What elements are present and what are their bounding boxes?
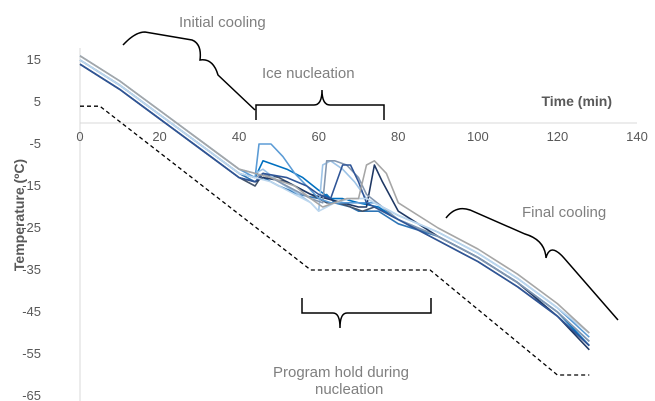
x-tick-label: 100 — [467, 129, 489, 144]
final-cooling-label: Final cooling — [522, 204, 606, 221]
x-tick-label: 60 — [311, 129, 325, 144]
x-tick-label: 80 — [391, 129, 405, 144]
series-line-8 — [79, 63, 590, 347]
x-tick-label: 140 — [626, 129, 648, 144]
series-line-7 — [79, 55, 590, 338]
series-line-5 — [79, 55, 590, 334]
axes: 0 20 40 60 80 100 120 140 15 5 -5 -15 -25 -35 -45 -55 -6… — [11, 48, 648, 401]
program-hold-label-line1: Program hold during — [273, 364, 409, 381]
series-line-2 — [79, 63, 590, 347]
series-group — [79, 55, 590, 351]
x-tick-label: 20 — [152, 129, 166, 144]
y-tick-label: -65 — [22, 388, 41, 401]
ice-nucleation-label: Ice nucleation — [262, 65, 355, 82]
y-tick-label: -45 — [22, 304, 41, 319]
x-tick-label: 120 — [547, 129, 569, 144]
y-tick-label: 15 — [27, 52, 41, 67]
program-hold-label-line2: nucleation — [315, 381, 383, 398]
program-dashed-line — [80, 105, 590, 376]
y-tick-label: -25 — [22, 220, 41, 235]
y-tick-label: -15 — [22, 178, 41, 193]
y-tick-label: 5 — [34, 94, 41, 109]
final-cooling-brace — [445, 207, 619, 321]
x-tick-label: 40 — [232, 129, 246, 144]
x-tick-label: 0 — [76, 129, 83, 144]
ice-nucleation-brace — [255, 89, 385, 120]
x-axis-title: Time (min) — [541, 93, 612, 109]
annotations: Initial cooling Ice nucleation Final coo… — [122, 14, 619, 398]
y-tick-label: -5 — [29, 136, 41, 151]
y-tick-label: -35 — [22, 262, 41, 277]
program-hold-brace — [301, 298, 432, 329]
y-axis-title: Temperature (ºC) — [11, 159, 27, 271]
series-line-10 — [79, 55, 590, 334]
initial-cooling-label: Initial cooling — [179, 14, 266, 31]
y-tick-label: -55 — [22, 346, 41, 361]
series-line-9 — [79, 59, 590, 334]
initial-cooling-brace — [122, 31, 256, 111]
program-line — [80, 105, 590, 376]
